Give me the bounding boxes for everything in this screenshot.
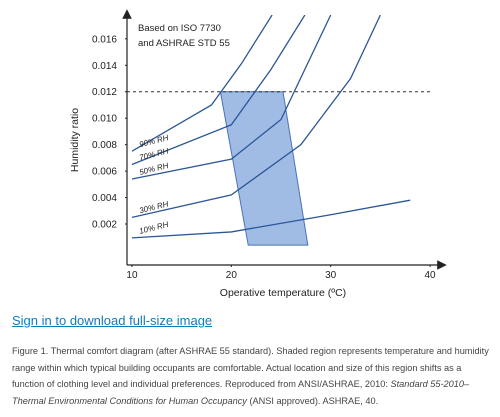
x-tick-label: 30 [325, 270, 337, 281]
rh-curve [131, 15, 273, 152]
annotation: and ASHRAE STD 55 [138, 38, 230, 49]
plot-area [127, 15, 430, 246]
y-tick-label: 0.016 [92, 34, 117, 45]
x-tick-label: 10 [126, 270, 138, 281]
chart: Based on ISO 7730 and ASHRAE STD 55 Oper… [69, 9, 447, 299]
caption-text: (ANSI approved). ASHRAE, 40. [246, 395, 379, 406]
y-tick-label: 0.012 [92, 87, 117, 98]
rh-curve [131, 15, 306, 166]
rh-curve [131, 199, 411, 239]
y-tick-label: 0.006 [92, 167, 117, 178]
curve-label: 10% RH [138, 220, 169, 236]
comfort-region [219, 91, 309, 246]
rh-curve [131, 15, 332, 180]
caption-text: Figure 1. Thermal comfort diagram (after… [12, 346, 489, 390]
download-link[interactable]: Sign in to download full-size image [12, 313, 213, 328]
y-tick-label: 0.008 [92, 140, 117, 151]
x-tick-label: 40 [425, 270, 437, 281]
y-axis-label: Humidity ratio [69, 108, 81, 172]
annotation: Based on ISO 7730 [138, 23, 221, 34]
y-tick-label: 0.014 [92, 61, 117, 72]
y-tick-label: 0.002 [92, 219, 117, 230]
x-axis-label: Operative temperature (ºC) [220, 287, 346, 299]
rh-curve [131, 15, 381, 219]
caption-italic: Standard 55-2010–Thermal Environmental C… [12, 379, 470, 406]
figure-caption: Figure 1. Thermal comfort diagram (after… [12, 343, 490, 409]
y-tick-label: 0.010 [92, 114, 117, 125]
x-tick-label: 20 [226, 270, 238, 281]
y-tick-label: 0.004 [92, 193, 117, 204]
curve-label: 70% RH [138, 146, 169, 162]
